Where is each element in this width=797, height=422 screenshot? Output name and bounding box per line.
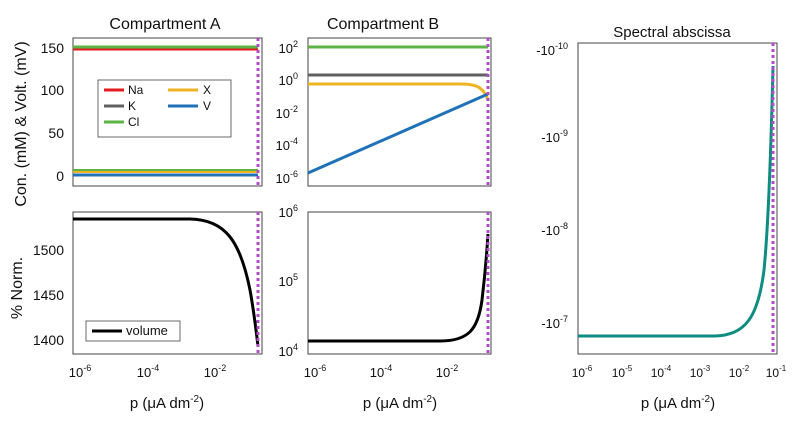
series-line-volume bbox=[308, 233, 490, 343]
ytick-label: 1450 bbox=[33, 287, 64, 303]
ytick-labels: 106 105 104 bbox=[279, 203, 298, 359]
ytick-label: 105 bbox=[279, 272, 298, 289]
ytick-label: 104 bbox=[279, 342, 298, 359]
xtick-label: 10-2 bbox=[436, 363, 458, 380]
ytick-label: 100 bbox=[279, 71, 298, 88]
ytick-label: 102 bbox=[279, 39, 298, 56]
ytick-labels: 102 100 10-2 10-4 10-6 bbox=[276, 39, 298, 186]
xtick-labels: 10-6 10-4 10-2 bbox=[69, 363, 226, 380]
title-compartment-a: Compartment A bbox=[109, 16, 220, 33]
legend-box bbox=[97, 79, 232, 138]
ytick-labels: 0 50 100 150 bbox=[41, 40, 65, 184]
panel-b-top: 102 100 10-2 10-4 10-6 bbox=[276, 37, 492, 187]
ytick-label: 1400 bbox=[33, 332, 64, 348]
series-line-spectral bbox=[578, 65, 775, 338]
ytick-label: -10-7 bbox=[541, 314, 568, 331]
axes-box bbox=[307, 211, 492, 355]
ytick-label: 1500 bbox=[33, 242, 64, 258]
ytick-label: 10-6 bbox=[276, 169, 298, 186]
xtick-label: 10-2 bbox=[729, 364, 750, 380]
xtick-labels: 10-6 10-4 10-2 bbox=[304, 363, 458, 380]
legend-label-na: Na bbox=[128, 83, 144, 97]
series-line-v bbox=[307, 92, 489, 175]
xtick-label: 10-6 bbox=[304, 363, 326, 380]
xtick-label: 10-6 bbox=[69, 363, 91, 380]
xtick-label: 10-4 bbox=[370, 363, 392, 380]
axes-box bbox=[72, 211, 263, 355]
ylabel-bottom: % Norm. bbox=[9, 257, 26, 319]
ytick-labels: -10-10 -10-9 -10-8 -10-7 bbox=[536, 41, 568, 331]
ytick-label: 10-2 bbox=[276, 104, 298, 121]
ytick-label: -10-10 bbox=[536, 41, 568, 58]
axes-box bbox=[577, 42, 778, 355]
axes-box bbox=[72, 37, 263, 187]
ytick-label: 50 bbox=[48, 125, 64, 141]
xlabel: p (μA dm-2) bbox=[363, 394, 437, 412]
ylabel-top: Con. (mM) & Volt. (mV) bbox=[13, 41, 30, 206]
ytick-label: -10-9 bbox=[541, 128, 568, 145]
axes-box bbox=[307, 37, 492, 187]
xtick-label: 10-1 bbox=[766, 364, 787, 380]
legend-box bbox=[85, 320, 181, 342]
xtick-label: 10-2 bbox=[204, 363, 226, 380]
ytick-label: 106 bbox=[279, 203, 298, 220]
xtick-label: 10-4 bbox=[651, 364, 672, 380]
panel-a-bottom: 1400 1450 1500 volume 10-6 10-4 10-2 p (… bbox=[33, 211, 263, 412]
xlabel: p (μA dm-2) bbox=[641, 394, 715, 412]
title-compartment-b: Compartment B bbox=[327, 16, 439, 33]
panel-spectral: -10-10 -10-9 -10-8 -10-7 10-6 10-5 10-4 … bbox=[536, 41, 787, 412]
ytick-label: 10-4 bbox=[276, 136, 298, 153]
legend-label-volume: volume bbox=[126, 323, 168, 338]
xtick-label: 10-5 bbox=[612, 364, 633, 380]
legend-label-v: V bbox=[203, 99, 211, 113]
ytick-labels: 1400 1450 1500 bbox=[33, 242, 64, 348]
series-line-volume bbox=[73, 217, 260, 347]
ytick-label: 100 bbox=[41, 82, 65, 98]
xtick-label: 10-3 bbox=[690, 364, 711, 380]
panel-b-bottom: 106 105 104 10-6 10-4 10-2 p (μA dm-2) bbox=[279, 203, 492, 412]
legend-label-k: K bbox=[128, 99, 136, 113]
title-spectral-abscissa: Spectral abscissa bbox=[613, 24, 731, 41]
legend-label-x: X bbox=[203, 83, 211, 97]
legend: Na X K V Cl bbox=[97, 79, 232, 138]
ytick-label: 0 bbox=[56, 168, 64, 184]
xtick-label: 10-6 bbox=[572, 364, 593, 380]
series-line-x bbox=[308, 82, 490, 101]
ytick-label: 150 bbox=[41, 40, 65, 56]
xtick-label: 10-4 bbox=[137, 363, 159, 380]
xtick-labels: 10-6 10-5 10-4 10-3 10-2 10-1 bbox=[572, 364, 787, 380]
legend-label-cl: Cl bbox=[128, 115, 139, 129]
panel-a-top: 0 50 100 150 Na X K V Cl bbox=[41, 37, 263, 187]
legend: volume bbox=[85, 320, 181, 342]
xlabel: p (μA dm-2) bbox=[130, 394, 204, 412]
ytick-label: -10-8 bbox=[541, 221, 568, 238]
